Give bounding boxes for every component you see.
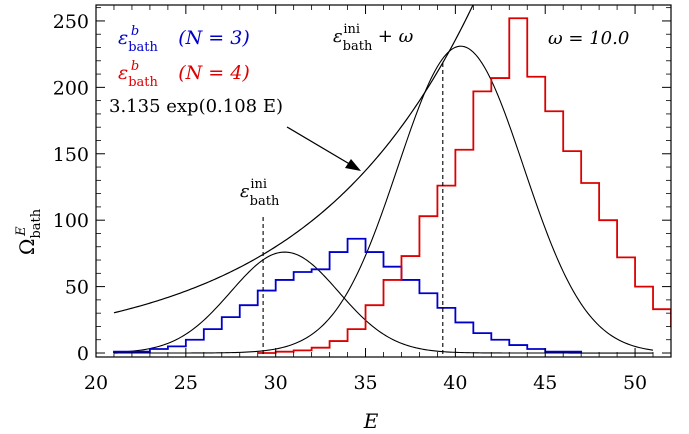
- legend-n4-sub: bath: [128, 75, 158, 90]
- vline-omega-symbol: ε: [333, 26, 343, 47]
- histogram-series-1: [113, 237, 583, 354]
- plot-clip-group: [113, 5, 671, 354]
- y-tick-label-250: 250: [53, 11, 89, 33]
- legend-entry-n4: εbathb (N = 4): [118, 59, 250, 90]
- vline-ini-symbol: ε: [240, 181, 250, 202]
- vline-ini-sub: bath: [250, 194, 280, 209]
- vline-omega-suffix: + ω: [372, 26, 414, 47]
- legend-n4-symbol: ε: [118, 62, 128, 84]
- legend-n4-sup: b: [131, 59, 139, 74]
- y-tick-label-200: 200: [53, 77, 89, 99]
- y-tick-label-100: 100: [53, 210, 89, 232]
- histogram-series-2: [257, 17, 671, 354]
- x-tick-label-25: 25: [174, 372, 198, 394]
- legend-entry-n3: εbathb (N = 3): [118, 24, 250, 55]
- y-axis-title: ΩbathE: [14, 208, 44, 255]
- y-tick-label-150: 150: [53, 144, 89, 166]
- legend: εbathb (N = 3) εbathb (N = 4): [118, 24, 250, 90]
- vline-label-ini-omega: εbath ini + ω: [333, 22, 414, 54]
- legend-n3-name: (N = 3): [178, 27, 250, 49]
- y-axis-sup: E: [14, 226, 29, 237]
- x-tick-label-50: 50: [623, 372, 647, 394]
- exp-curve-label: 3.135 exp(0.108 E): [109, 96, 283, 117]
- omega-annotation: ω = 10.0: [548, 28, 629, 49]
- x-tick-label-30: 30: [264, 372, 288, 394]
- exp-curve: [113, 5, 474, 314]
- legend-n3-sub: bath: [128, 40, 158, 55]
- vline-omega-sub: bath: [343, 39, 373, 54]
- vline-ini-sup: ini: [250, 177, 267, 192]
- exp-arrow: [286, 126, 361, 171]
- x-tick-label-40: 40: [443, 372, 467, 394]
- vline-label-ini: εbath ini: [240, 177, 280, 209]
- axes: 20 25 30 35 40 45 50 0 50 100 150 200 250: [53, 4, 672, 394]
- vline-omega-sup: ini: [343, 22, 360, 37]
- legend-n3-sup: b: [131, 24, 139, 39]
- y-axis-sub: bath: [29, 208, 44, 238]
- x-tick-label-45: 45: [533, 372, 557, 394]
- plot-area: [113, 5, 671, 357]
- y-axis-symbol: Ω: [15, 239, 39, 256]
- x-tick-label-35: 35: [353, 372, 377, 394]
- legend-n3-symbol: ε: [118, 27, 128, 49]
- legend-n4-name: (N = 4): [178, 62, 250, 84]
- x-tick-label-20: 20: [84, 372, 108, 394]
- y-tick-label-0: 0: [77, 343, 89, 365]
- y-tick-label-50: 50: [65, 277, 89, 299]
- gaussian-fit-2: [113, 45, 654, 354]
- x-axis-title: E: [363, 409, 379, 433]
